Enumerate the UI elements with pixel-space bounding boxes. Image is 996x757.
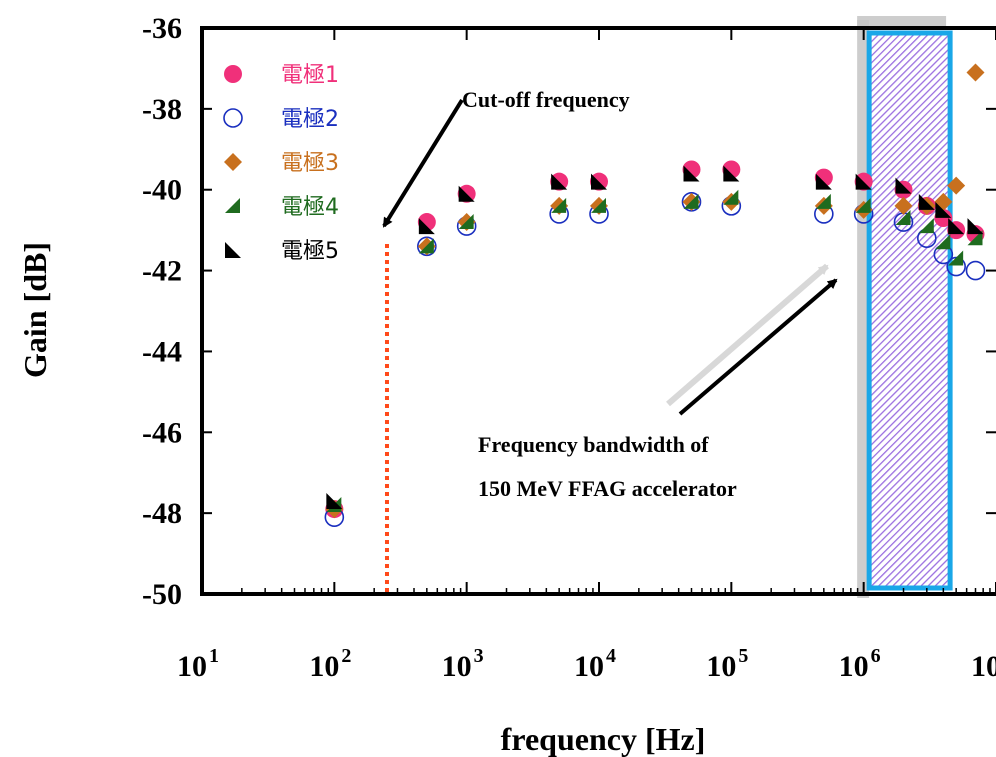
cutoff-annotation-text: Cut-off frequency xyxy=(462,87,630,112)
bandwidth-band-shadow-top xyxy=(857,16,947,28)
data-point xyxy=(723,189,739,205)
data-point xyxy=(935,234,951,250)
legend-marker-5 xyxy=(225,242,241,258)
bandwidth-band-shadow-left xyxy=(857,20,870,598)
data-point xyxy=(591,173,607,190)
legend-marker-2 xyxy=(223,108,243,128)
data-point xyxy=(683,165,700,182)
data-point xyxy=(815,193,831,209)
bandwidth-annotation-line-1: Frequency bandwidth of xyxy=(478,432,709,457)
y-tick-label: -46 xyxy=(142,416,182,449)
data-point xyxy=(551,197,567,213)
bandwidth-annotation-arrow xyxy=(678,278,838,416)
legend: 電極1 電極2 電極3 電極4 電極5 xyxy=(223,63,339,264)
data-point xyxy=(918,218,934,234)
data-point xyxy=(894,196,913,215)
data-point xyxy=(947,176,966,195)
data-point xyxy=(965,260,986,281)
series-4 xyxy=(326,189,983,513)
y-tick-label: -38 xyxy=(142,93,182,126)
data-point xyxy=(948,218,965,235)
bandwidth-arrow-shadow xyxy=(666,263,829,407)
x-tick-label: 107 xyxy=(971,645,996,683)
y-tick-label: -48 xyxy=(142,497,182,530)
data-point xyxy=(418,238,434,254)
data-point xyxy=(418,218,435,235)
data-points xyxy=(324,63,986,527)
y-axis-label: Gain [dB] xyxy=(17,242,53,378)
data-point xyxy=(551,173,568,190)
data-point xyxy=(895,210,911,226)
y-tick-label: -50 xyxy=(142,578,182,611)
x-tick-label: 10 2 xyxy=(309,645,351,683)
y-tick-label: -40 xyxy=(142,174,182,207)
data-point xyxy=(326,493,343,510)
bandwidth-band xyxy=(857,16,953,598)
data-point xyxy=(918,193,935,210)
y-tick-label: -44 xyxy=(142,335,182,368)
legend-label-2: 電極2 xyxy=(281,107,339,132)
x-axis-label: frequency [Hz] xyxy=(501,721,706,757)
x-tick-label: 10 3 xyxy=(442,645,484,683)
y-tick-label: -42 xyxy=(142,255,182,288)
legend-label-4: 電極4 xyxy=(281,195,339,220)
data-point xyxy=(458,185,475,202)
y-tick-label: -36 xyxy=(142,12,182,45)
data-point xyxy=(948,250,964,266)
legend-label-3: 電極3 xyxy=(281,151,339,176)
bandwidth-annotation-line-2: 150 MeV FFAG accelerator xyxy=(478,476,737,501)
x-tick-label: 10 4 xyxy=(574,645,616,683)
data-point xyxy=(855,173,872,190)
legend-label-1: 電極1 xyxy=(281,63,339,88)
legend-marker-3 xyxy=(224,153,242,171)
data-point xyxy=(855,197,871,213)
data-point xyxy=(815,173,832,190)
plot-frame xyxy=(200,26,996,596)
axis-ticks: -36 -38 -40 -42 -44 -46 -48 -50 10 1 10 2 10 3 10 4 10 5 1… xyxy=(142,12,996,683)
bandwidth-band-rect xyxy=(866,30,953,591)
data-point xyxy=(723,165,740,182)
x-tick-label: 10 5 xyxy=(706,645,748,683)
data-point xyxy=(935,201,952,218)
x-tick-label: 10 6 xyxy=(839,645,881,683)
legend-marker-1 xyxy=(224,65,242,83)
data-point xyxy=(458,214,474,230)
legend-label-5: 電極5 xyxy=(281,239,339,264)
data-point xyxy=(967,218,984,235)
data-point xyxy=(591,197,606,213)
data-point xyxy=(895,177,912,194)
legend-marker-4 xyxy=(225,198,240,213)
data-point xyxy=(966,63,985,82)
data-point xyxy=(683,193,699,209)
cutoff-annotation-arrow xyxy=(382,98,464,228)
series-5 xyxy=(326,165,984,510)
x-tick-label: 10 1 xyxy=(177,645,219,683)
